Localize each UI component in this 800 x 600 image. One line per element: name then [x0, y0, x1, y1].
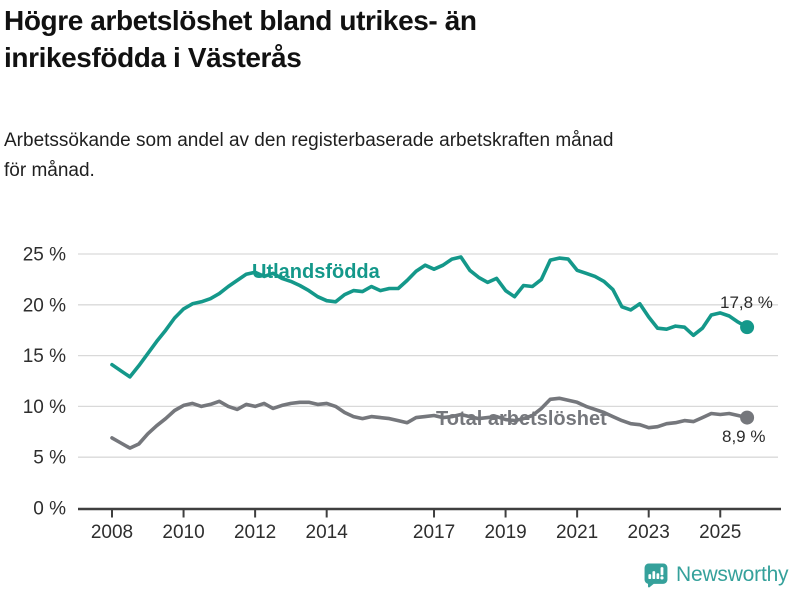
- x-tick-label: 2017: [413, 522, 455, 543]
- series-label-total-arbetsloshet: Total arbetslöshet: [436, 408, 607, 430]
- page-title: Högre arbetslöshet bland utrikes- än inr…: [4, 5, 477, 73]
- x-tick-label: 2023: [628, 522, 670, 543]
- y-tick-label: 25 %: [23, 245, 66, 266]
- x-tick-label: 2012: [234, 522, 276, 543]
- newsworthy-logo: Newsworthy: [643, 562, 789, 588]
- series-label-utlandsfodda: Utlandsfödda: [252, 261, 380, 283]
- end-value-label-utlandsfodda: 17,8 %: [720, 293, 773, 312]
- x-tick-label: 2014: [306, 522, 349, 543]
- x-tick-label: 2010: [162, 522, 204, 543]
- y-tick-label: 10 %: [23, 397, 66, 418]
- y-tick-label: 20 %: [23, 295, 66, 316]
- newsworthy-brand-text: Newsworthy: [676, 563, 789, 586]
- y-tick-label: 15 %: [23, 346, 66, 367]
- chart-subtitle: Arbetssökande som andel av den registerb…: [4, 130, 614, 181]
- series-line-1: [110, 396, 749, 450]
- series-end-dot-1: [740, 410, 755, 425]
- x-tick-label: 2021: [556, 522, 598, 543]
- newsworthy-bubble-chart-icon: [644, 563, 668, 588]
- x-tick-label: 2019: [484, 522, 526, 543]
- y-tick-label: 5 %: [33, 448, 66, 469]
- series-end-dot-0: [740, 320, 755, 335]
- x-tick-label: 2008: [91, 522, 133, 543]
- x-tick-label: 2025: [699, 522, 741, 543]
- y-tick-label: 0 %: [33, 499, 66, 520]
- series-line-0: [110, 255, 749, 379]
- end-value-label-total: 8,9 %: [722, 427, 766, 446]
